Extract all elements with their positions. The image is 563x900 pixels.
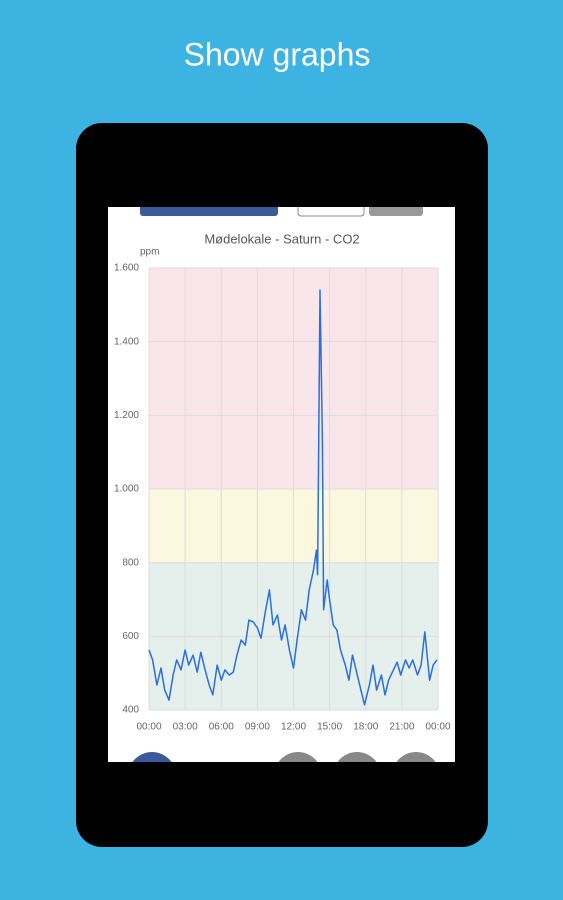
fab-button[interactable] [392, 752, 440, 800]
x-tick-label: 21:00 [389, 722, 414, 733]
x-tick-label: 00:00 [136, 722, 161, 733]
y-tick-label: 400 [122, 705, 139, 716]
x-tick-label: 18:00 [353, 722, 378, 733]
fab-button[interactable] [333, 752, 381, 800]
screen-controls [128, 198, 440, 800]
fab-button[interactable] [128, 752, 176, 800]
x-tick-label: 00:00 [425, 722, 450, 733]
x-tick-label: 15:00 [317, 722, 342, 733]
y-tick-label: 1.400 [114, 336, 139, 347]
y-tick-label: 1.600 [114, 263, 139, 274]
x-tick-label: 09:00 [245, 722, 270, 733]
y-tick-label: 1.200 [114, 410, 139, 421]
x-tick-label: 03:00 [173, 722, 198, 733]
fab-button[interactable] [274, 752, 322, 800]
button[interactable] [297, 198, 365, 217]
x-tick-label: 06:00 [209, 722, 234, 733]
y-tick-label: 600 [122, 631, 139, 642]
chart-title: Mødelokale - Saturn - CO2 [204, 231, 359, 246]
y-axis-label: ppm [140, 247, 159, 258]
button[interactable] [140, 198, 278, 216]
button[interactable] [369, 198, 423, 216]
data-line [148, 289, 438, 706]
y-tick-label: 1.000 [114, 484, 139, 495]
y-tick-label: 800 [122, 557, 139, 568]
caption: Show graphs [184, 36, 371, 72]
x-tick-label: 12:00 [281, 722, 306, 733]
plot: 400 600 800 1.000 1.200 1.400 1.600 00:00 03:00 0… [114, 263, 451, 733]
